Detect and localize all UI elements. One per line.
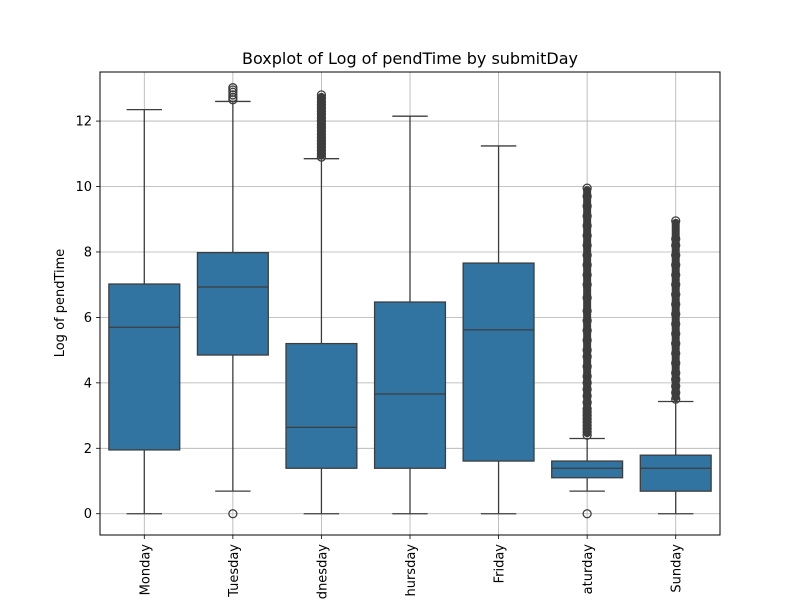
box-iqr	[108, 283, 181, 451]
outlier-point	[228, 90, 238, 100]
y-tick-label: 10	[75, 180, 92, 195]
x-tick-label-friday: Friday	[493, 544, 508, 584]
box-iqr	[462, 262, 535, 462]
x-tick-label-thursday: hursday	[404, 544, 419, 597]
box-group-monday	[108, 108, 181, 515]
outlier-point	[228, 509, 238, 519]
box-iqr	[196, 251, 269, 356]
outlier-point	[582, 509, 592, 519]
box-group-thursday	[373, 115, 447, 515]
outlier-point	[228, 83, 238, 93]
y-tick-label: 4	[84, 376, 92, 391]
box-group-wednesday	[285, 90, 358, 515]
outlier-cluster	[671, 218, 680, 402]
x-tick-label-monday: Monday	[138, 544, 153, 596]
x-tick-label-tuesday: Tuesday	[227, 544, 242, 598]
chart-title: Boxplot of Log of pendTime by submitDay	[242, 49, 578, 68]
y-tick-label: 8	[84, 245, 92, 260]
outlier-cluster	[317, 92, 326, 160]
box-iqr	[639, 454, 712, 492]
box-iqr	[373, 301, 447, 469]
y-tick-label: 0	[84, 507, 92, 522]
y-axis-label: Log of pendTime	[53, 249, 68, 358]
box-layer	[108, 83, 712, 519]
box-group-friday	[462, 145, 535, 515]
box-group-saturday	[551, 183, 624, 519]
outlier-cluster	[583, 186, 592, 438]
box-group-sunday	[639, 216, 712, 515]
x-tick-label-wednesday: dnesday	[315, 544, 330, 599]
x-tick-label-saturday: aturday	[581, 544, 596, 595]
box-iqr	[285, 342, 358, 469]
box-iqr	[551, 460, 624, 479]
y-tick-label: 6	[84, 311, 92, 326]
y-tick-label: 2	[84, 442, 92, 457]
x-tick-label-sunday: Sunday	[670, 544, 685, 593]
axis-layer: 0 2 4 6 8 10 12 Monday Tuesday dnesday hursday Frid…	[75, 115, 684, 600]
box-group-tuesday	[196, 83, 269, 519]
plot-frame	[99, 71, 721, 536]
y-tick-label: 12	[75, 115, 92, 130]
